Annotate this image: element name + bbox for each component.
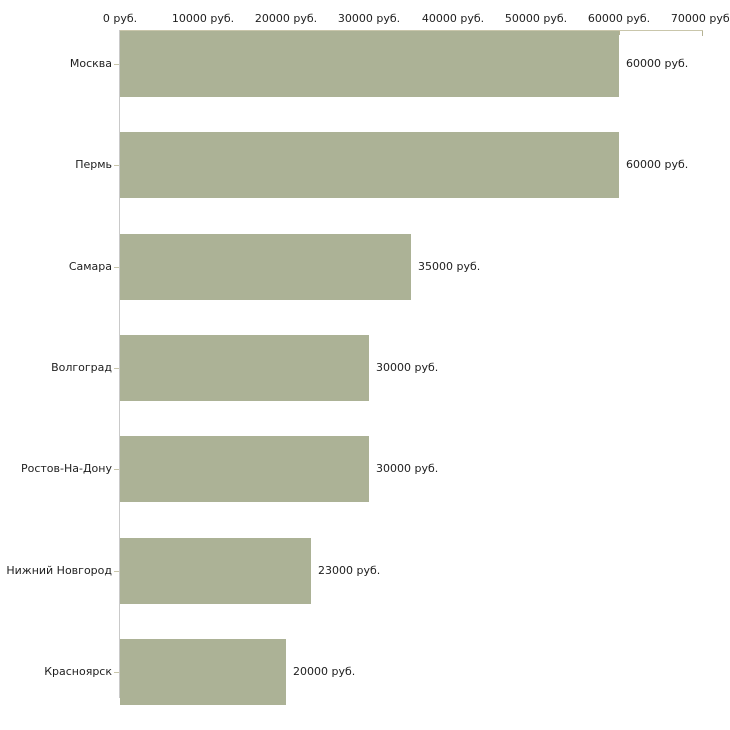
category-label: Нижний Новгород xyxy=(6,564,112,577)
value-label: 20000 руб. xyxy=(293,665,356,678)
x-axis-tick-label: 50000 руб. xyxy=(504,12,568,25)
bar xyxy=(120,538,311,604)
category-label: Красноярск xyxy=(44,665,112,678)
value-label: 23000 руб. xyxy=(318,564,381,577)
value-label: 35000 руб. xyxy=(418,260,481,273)
category-label: Пермь xyxy=(75,158,112,171)
category-label: Волгоград xyxy=(51,361,112,374)
bar xyxy=(120,132,619,198)
category-tick-mark xyxy=(114,165,119,166)
bar xyxy=(120,234,411,300)
value-label: 60000 руб. xyxy=(626,158,689,171)
category-tick-mark xyxy=(114,672,119,673)
bar xyxy=(120,31,619,97)
x-axis-tick-label: 20000 руб. xyxy=(254,12,318,25)
category-tick-mark xyxy=(114,469,119,470)
bar xyxy=(120,639,286,705)
x-axis-tick-label: 70000 руб. xyxy=(670,12,730,25)
x-axis-tick-label: 10000 руб. xyxy=(171,12,235,25)
value-label: 30000 руб. xyxy=(376,462,439,475)
x-axis-line xyxy=(120,30,703,31)
x-axis-tick-label: 60000 руб. xyxy=(587,12,651,25)
x-axis-tick-label: 30000 руб. xyxy=(337,12,401,25)
bar xyxy=(120,436,369,502)
x-axis-tick-label: 40000 руб. xyxy=(421,12,485,25)
category-label: Самара xyxy=(68,260,112,273)
category-tick-mark xyxy=(114,368,119,369)
x-axis-tick-mark xyxy=(619,31,620,35)
value-label: 30000 руб. xyxy=(376,361,439,374)
bar xyxy=(120,335,369,401)
y-axis-line xyxy=(119,30,120,698)
x-axis-tick-label: 0 руб. xyxy=(102,12,138,25)
category-tick-mark xyxy=(114,64,119,65)
category-tick-mark xyxy=(114,571,119,572)
x-axis-tick-mark xyxy=(702,31,703,36)
category-label: Ростов-На-Дону xyxy=(20,462,112,475)
category-tick-mark xyxy=(114,267,119,268)
category-label: Москва xyxy=(69,57,112,70)
value-label: 60000 руб. xyxy=(626,57,689,70)
